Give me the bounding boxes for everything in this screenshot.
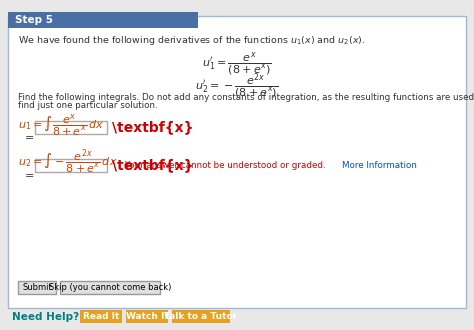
Text: Skip (you cannot come back): Skip (you cannot come back) xyxy=(49,283,171,292)
FancyBboxPatch shape xyxy=(80,310,122,323)
Text: \textbf{x}: \textbf{x} xyxy=(112,120,193,134)
Text: Submit: Submit xyxy=(22,283,52,292)
Text: Your answer cannot be understood or graded.: Your answer cannot be understood or grad… xyxy=(125,160,326,170)
FancyBboxPatch shape xyxy=(172,310,230,323)
Text: $u_1 = \int \dfrac{e^x}{8+e^x}\,dx$: $u_1 = \int \dfrac{e^x}{8+e^x}\,dx$ xyxy=(18,112,104,138)
FancyBboxPatch shape xyxy=(35,121,107,134)
FancyBboxPatch shape xyxy=(60,281,160,294)
Text: Find the following integrals. Do not add any constants of integration, as the re: Find the following integrals. Do not add… xyxy=(18,93,474,102)
Text: Need Help?: Need Help? xyxy=(12,312,79,322)
Text: We have found the following derivatives of the functions $u_1(x)$ and $u_2(x)$.: We have found the following derivatives … xyxy=(18,34,365,47)
FancyBboxPatch shape xyxy=(8,16,466,308)
Text: Watch It: Watch It xyxy=(126,312,168,321)
FancyBboxPatch shape xyxy=(8,12,198,28)
Text: $u_1' = \dfrac{e^x}{(8+e^x)}$: $u_1' = \dfrac{e^x}{(8+e^x)}$ xyxy=(202,50,272,77)
Text: $=$: $=$ xyxy=(22,131,34,141)
Text: More Information: More Information xyxy=(342,160,417,170)
FancyBboxPatch shape xyxy=(18,281,56,294)
Text: $=$: $=$ xyxy=(22,169,34,179)
Text: find just one particular solution.: find just one particular solution. xyxy=(18,101,158,110)
Text: \textbf{x}: \textbf{x} xyxy=(112,158,193,172)
Text: Read It: Read It xyxy=(83,312,119,321)
Text: $u_2 = \int -\dfrac{e^{2x}}{8+e^x}\,dx$: $u_2 = \int -\dfrac{e^{2x}}{8+e^x}\,dx$ xyxy=(18,148,118,177)
FancyBboxPatch shape xyxy=(35,159,107,172)
Text: $u_2' = -\dfrac{e^{2x}}{(8+e^x)}$: $u_2' = -\dfrac{e^{2x}}{(8+e^x)}$ xyxy=(195,72,279,101)
Text: Step 5: Step 5 xyxy=(15,15,53,25)
FancyBboxPatch shape xyxy=(126,310,168,323)
Text: Talk to a Tutor: Talk to a Tutor xyxy=(164,312,237,321)
